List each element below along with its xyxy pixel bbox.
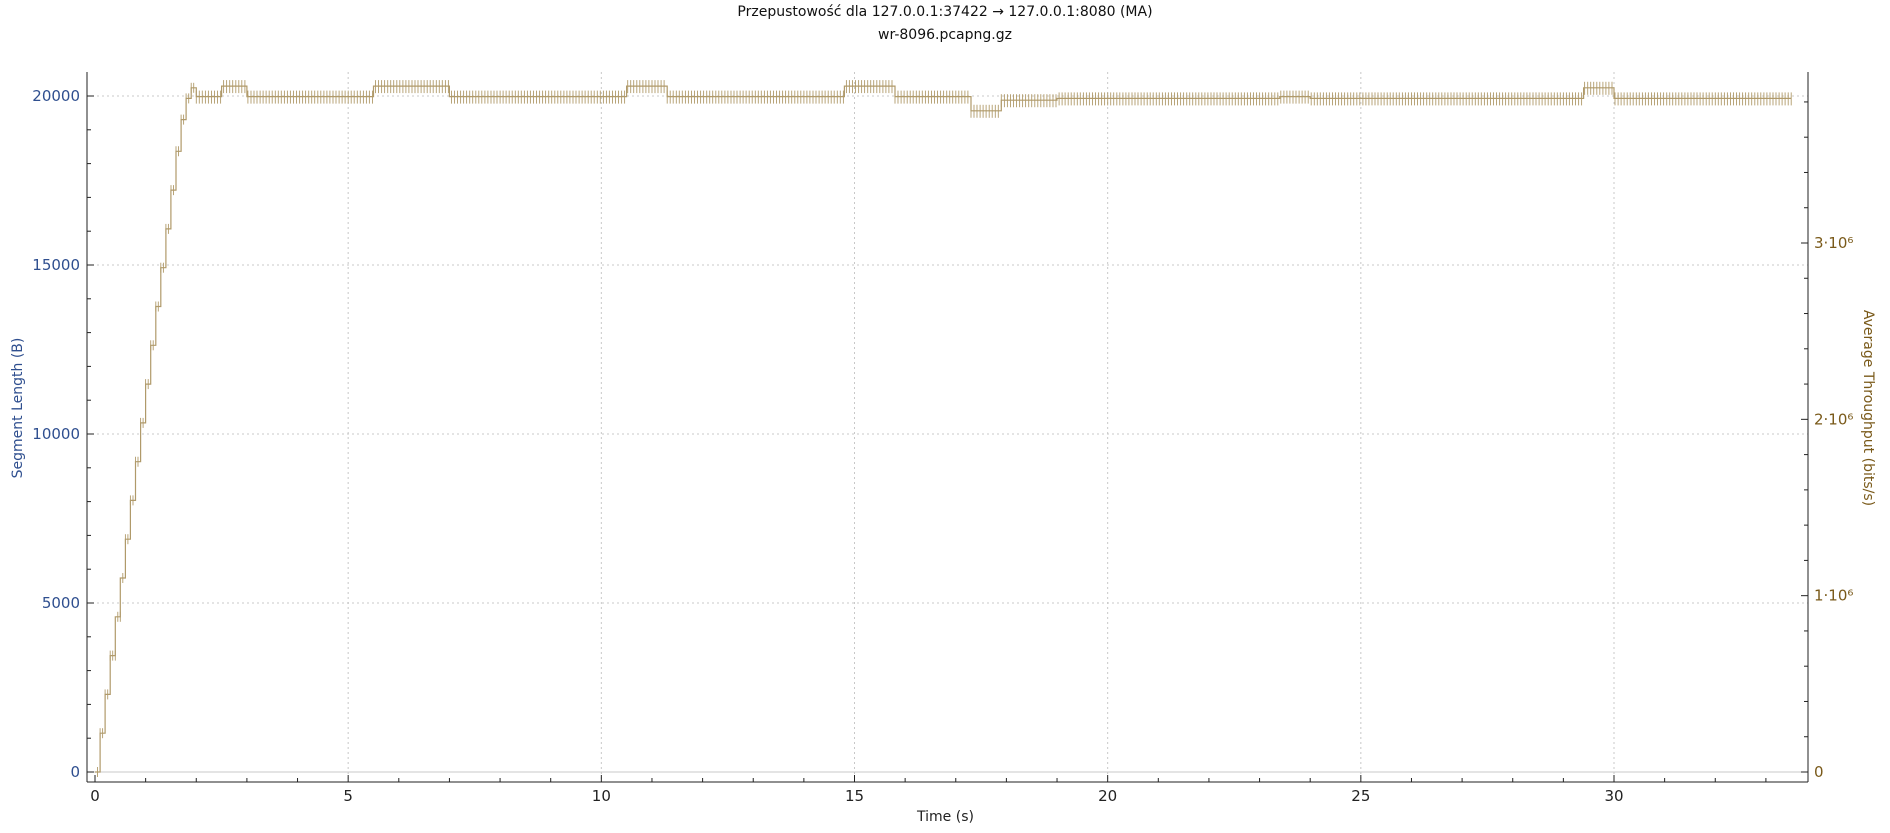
y-right-tick-label: 0 xyxy=(1814,763,1824,781)
axes-layer xyxy=(86,72,1809,783)
labels-layer: 0 5 10 15 20 25 30 0 5000 10000 15000 20000 0 1·10⁶ 2·… xyxy=(10,87,1876,825)
y-left-tick-label: 5000 xyxy=(42,594,80,612)
y-left-tick-label: 15000 xyxy=(32,256,80,274)
y-right-tick-label: 3·10⁶ xyxy=(1814,234,1853,252)
chart-title: Przepustowość dla 127.0.0.1:37422 → 127.… xyxy=(737,4,1153,20)
y-right-tick-label: 1·10⁶ xyxy=(1814,587,1853,605)
chart-subtitle: wr-8096.pcapng.gz xyxy=(878,27,1012,43)
y-right-axis-title: Average Throughput (bits/s) xyxy=(1860,310,1876,506)
y-left-tick-label: 0 xyxy=(70,763,80,781)
x-tick-label: 0 xyxy=(90,787,100,805)
x-tick-label: 5 xyxy=(343,787,353,805)
x-tick-label: 30 xyxy=(1604,787,1623,805)
y-right-tick-label: 2·10⁶ xyxy=(1814,410,1853,428)
x-tick-label: 15 xyxy=(845,787,864,805)
grid-layer xyxy=(87,72,1808,782)
y-left-axis-title: Segment Length (B) xyxy=(10,338,26,479)
x-tick-label: 10 xyxy=(592,787,611,805)
y-left-tick-label: 10000 xyxy=(32,425,80,443)
x-tick-label: 20 xyxy=(1098,787,1117,805)
x-tick-label: 25 xyxy=(1351,787,1370,805)
series-jitter-0 xyxy=(97,80,1792,777)
series-line-0 xyxy=(95,85,1792,773)
series-layer xyxy=(95,80,1792,777)
x-axis-title: Time (s) xyxy=(916,809,974,825)
y-left-tick-label: 20000 xyxy=(32,87,80,105)
